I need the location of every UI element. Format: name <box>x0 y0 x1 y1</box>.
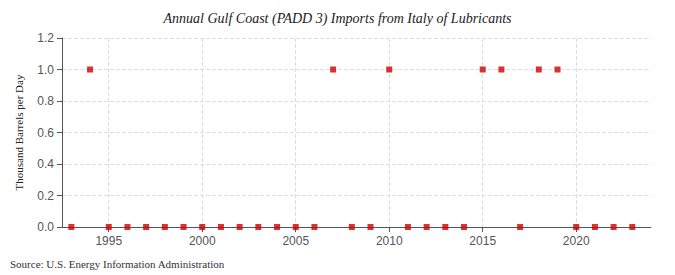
svg-text:2000: 2000 <box>189 234 216 248</box>
svg-text:0.0: 0.0 <box>37 220 54 234</box>
svg-text:1.0: 1.0 <box>37 63 54 77</box>
svg-text:0.6: 0.6 <box>37 126 54 140</box>
svg-text:2020: 2020 <box>563 234 590 248</box>
svg-text:0.2: 0.2 <box>37 189 54 203</box>
svg-text:Thousand Barrels per Day: Thousand Barrels per Day <box>13 74 25 190</box>
svg-text:2010: 2010 <box>376 234 403 248</box>
svg-text:2005: 2005 <box>282 234 309 248</box>
svg-text:Annual Gulf Coast (PADD 3) Imp: Annual Gulf Coast (PADD 3) Imports from … <box>162 11 512 27</box>
svg-text:1995: 1995 <box>95 234 122 248</box>
svg-text:2015: 2015 <box>469 234 496 248</box>
svg-text:0.8: 0.8 <box>37 94 54 108</box>
svg-text:1.2: 1.2 <box>37 31 54 45</box>
svg-text:Source: U.S. Energy Informatio: Source: U.S. Energy Information Administ… <box>10 258 225 270</box>
svg-text:0.4: 0.4 <box>37 157 54 171</box>
